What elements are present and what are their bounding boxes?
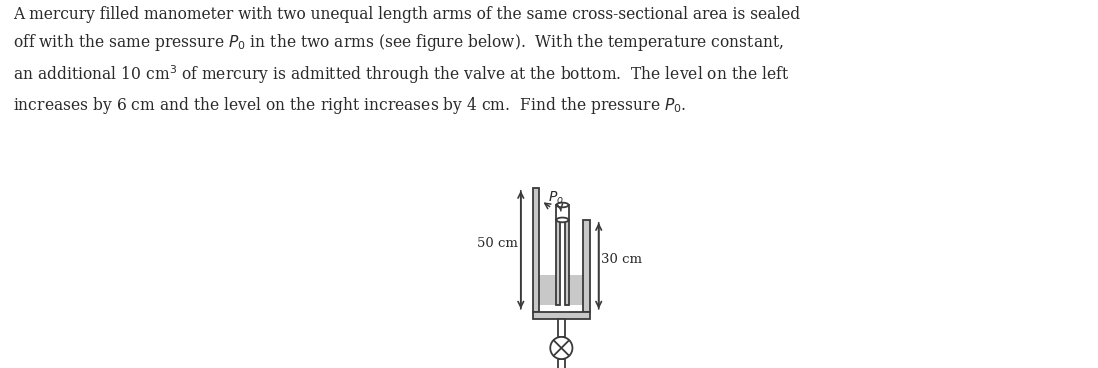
Text: A mercury filled manometer with two unequal length arms of the same cross-sectio: A mercury filled manometer with two uneq…	[13, 6, 800, 116]
Text: 50 cm: 50 cm	[478, 237, 518, 250]
FancyBboxPatch shape	[556, 220, 560, 305]
Bar	[560, 275, 564, 305]
FancyBboxPatch shape	[564, 220, 569, 305]
Bar	[557, 205, 569, 220]
Text: $P_o$: $P_o$	[548, 190, 564, 206]
Text: 30 cm: 30 cm	[602, 253, 642, 266]
Bar	[583, 220, 590, 312]
Circle shape	[550, 337, 572, 359]
Ellipse shape	[557, 217, 569, 222]
Bar	[558, 319, 564, 337]
Bar	[560, 275, 564, 305]
Bar	[533, 188, 539, 312]
Bar	[558, 359, 564, 368]
Bar	[539, 275, 583, 305]
Bar	[533, 312, 590, 319]
Bar	[539, 188, 583, 275]
Ellipse shape	[557, 203, 569, 207]
